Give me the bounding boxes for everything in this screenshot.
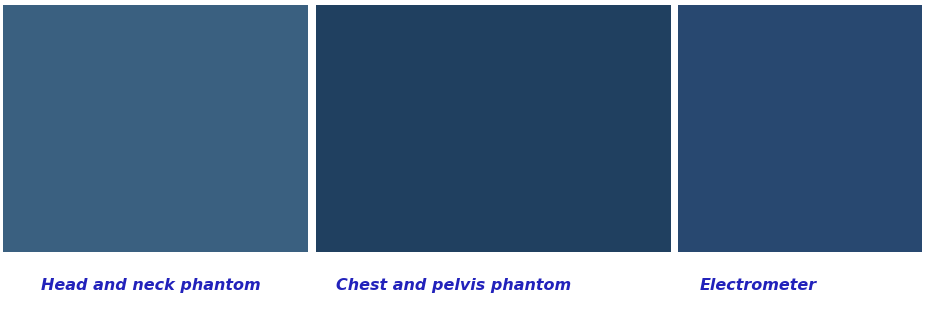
- Text: Electrometer: Electrometer: [700, 278, 817, 293]
- Text: Chest and pelvis phantom: Chest and pelvis phantom: [336, 278, 571, 293]
- Text: Head and neck phantom: Head and neck phantom: [41, 278, 261, 293]
